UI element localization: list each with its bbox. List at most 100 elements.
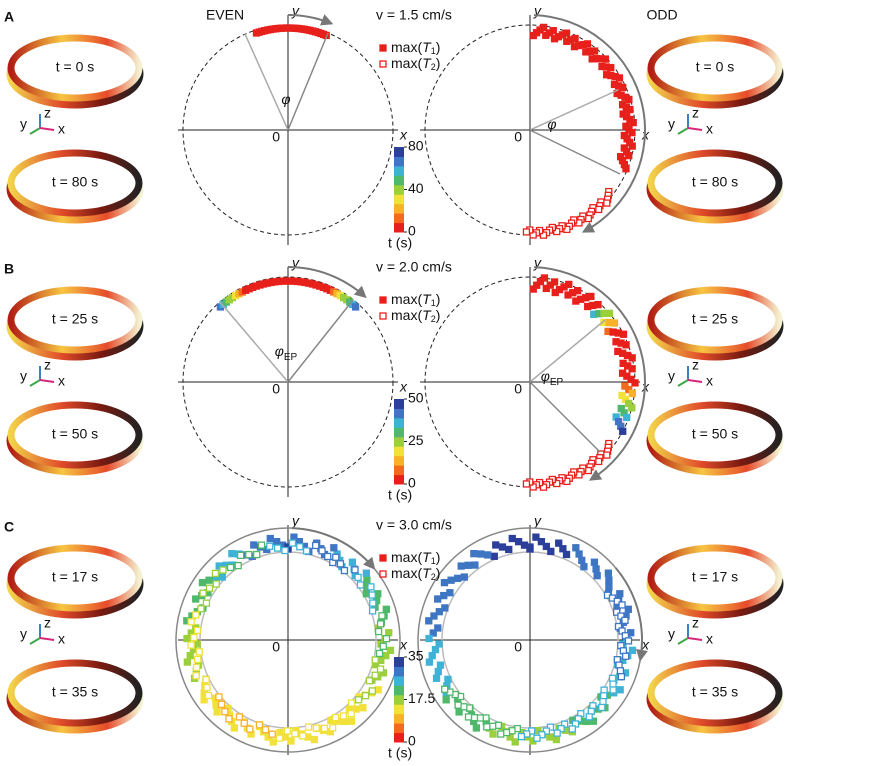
legend-name: max( (391, 55, 422, 71)
data-square (626, 96, 632, 102)
data-square (311, 737, 317, 743)
data-square (605, 570, 611, 576)
data-square (506, 546, 512, 552)
ring-time-label: t = 0 s (56, 59, 95, 75)
data-square (222, 709, 228, 715)
triad-z-label: z (44, 357, 51, 373)
data-square (527, 544, 533, 550)
y-axis-label: y (533, 513, 542, 529)
data-square (625, 638, 631, 644)
legend-label: max(T2) (391, 307, 440, 325)
data-square (194, 664, 200, 670)
data-square (226, 716, 232, 722)
angle-ray (530, 130, 620, 174)
data-square (241, 720, 247, 726)
data-square (256, 722, 262, 728)
data-square (581, 564, 587, 570)
data-square (198, 606, 204, 612)
data-square (432, 647, 438, 653)
angle-ray (245, 34, 288, 130)
triad-x (40, 128, 54, 130)
origin-label: 0 (272, 129, 280, 145)
data-square (184, 636, 190, 642)
data-square (441, 580, 447, 586)
ring-time-label: t = 17 s (52, 569, 98, 585)
data-square (604, 452, 610, 458)
data-square (284, 728, 290, 734)
legend-swatch (380, 571, 386, 577)
data-square (575, 288, 581, 294)
data-square (199, 580, 205, 586)
angle-label: φEP (275, 343, 298, 363)
triad-x-label: x (58, 373, 65, 389)
angle-label: φEP (541, 368, 564, 388)
data-square (499, 544, 505, 550)
ring-time-label: t = 17 s (692, 569, 738, 585)
colorbar-tick-label: 80 (408, 138, 424, 154)
data-square (376, 629, 382, 635)
data-square (277, 735, 283, 741)
data-square (554, 730, 560, 736)
data-square (616, 75, 622, 81)
data-square (331, 545, 337, 551)
triad-z-label: z (692, 357, 699, 373)
triad-z-label: z (44, 615, 51, 631)
angle-symbol: φ (547, 116, 556, 132)
data-square (363, 591, 369, 597)
data-square (465, 562, 471, 568)
colorbar-tick-label: 35 (408, 648, 424, 664)
data-square (219, 701, 225, 707)
data-square (594, 573, 600, 579)
data-square (267, 536, 273, 542)
colorbar-band (394, 456, 404, 466)
data-square (617, 668, 623, 674)
data-square (289, 540, 295, 546)
data-square (383, 606, 389, 612)
data-square (216, 694, 222, 700)
colorbar-band (394, 465, 404, 475)
x-axis-label: x (399, 127, 408, 143)
data-square (348, 711, 354, 717)
data-square (569, 726, 575, 732)
data-square (441, 593, 447, 599)
data-square (364, 577, 370, 583)
data-square (498, 731, 504, 737)
data-square (471, 551, 477, 557)
colorbar-band (394, 714, 404, 724)
angle-ray (530, 90, 618, 130)
data-square (246, 552, 252, 558)
colorbar-tick-label: 25 (408, 432, 424, 448)
data-square (259, 542, 265, 548)
data-square (340, 713, 346, 719)
data-square (610, 681, 616, 687)
data-square (379, 613, 385, 619)
colorbar-band (394, 194, 404, 204)
colorbar-label: t (s) (388, 745, 412, 761)
data-square (236, 714, 242, 720)
data-square (193, 596, 199, 602)
data-square (629, 405, 635, 411)
data-square (435, 669, 441, 675)
data-square (288, 738, 294, 744)
colorbar-tick-label: 17.5 (408, 690, 435, 706)
legend-close: ) (436, 55, 441, 71)
data-square (426, 636, 432, 642)
angle-ray (288, 33, 328, 130)
data-square (333, 554, 339, 560)
data-square (366, 678, 372, 684)
data-square (608, 65, 614, 71)
data-square (518, 734, 524, 740)
ring-time-label: t = 35 s (52, 684, 98, 700)
data-square (593, 566, 599, 572)
figure: EVEN ODD Av = 1.5 cm/st = 0 st = 80 st =… (0, 0, 873, 766)
legend-name: max( (391, 565, 422, 581)
data-square (372, 657, 378, 663)
colorbar-band (394, 723, 404, 733)
data-square (368, 584, 374, 590)
data-square (275, 545, 281, 551)
data-square (629, 366, 635, 372)
ring-time-label: t = 80 s (692, 174, 738, 190)
data-square (188, 619, 194, 625)
data-square (383, 636, 389, 642)
angle-ray (530, 382, 600, 452)
